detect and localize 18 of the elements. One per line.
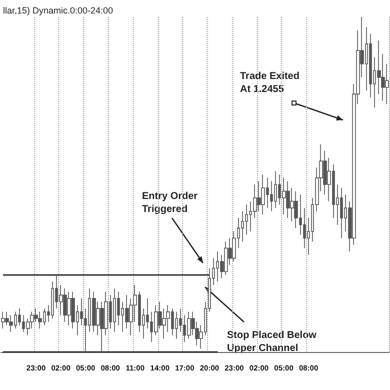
candlestick: [175, 311, 178, 339]
candlestick: [282, 177, 286, 216]
candlestick: [9, 314, 13, 332]
candlestick: [63, 288, 67, 322]
candlestick: [113, 288, 116, 332]
candlestick: [261, 174, 265, 216]
candlestick: [340, 187, 343, 238]
candlestick: [274, 170, 277, 208]
candlestick: [187, 311, 191, 339]
annotation: Entry Order Triggered: [142, 191, 198, 215]
candlestick: [286, 180, 290, 218]
candlestick: [92, 291, 96, 332]
candlestick: [1, 311, 5, 329]
chart-title: llar,15) Dynamic.0:00-24:00: [3, 6, 114, 16]
annotation: Trade Exited At 1.2455: [240, 71, 300, 95]
candlestick: [224, 241, 228, 276]
candlestick: [67, 291, 71, 326]
candlestick: [38, 311, 42, 329]
